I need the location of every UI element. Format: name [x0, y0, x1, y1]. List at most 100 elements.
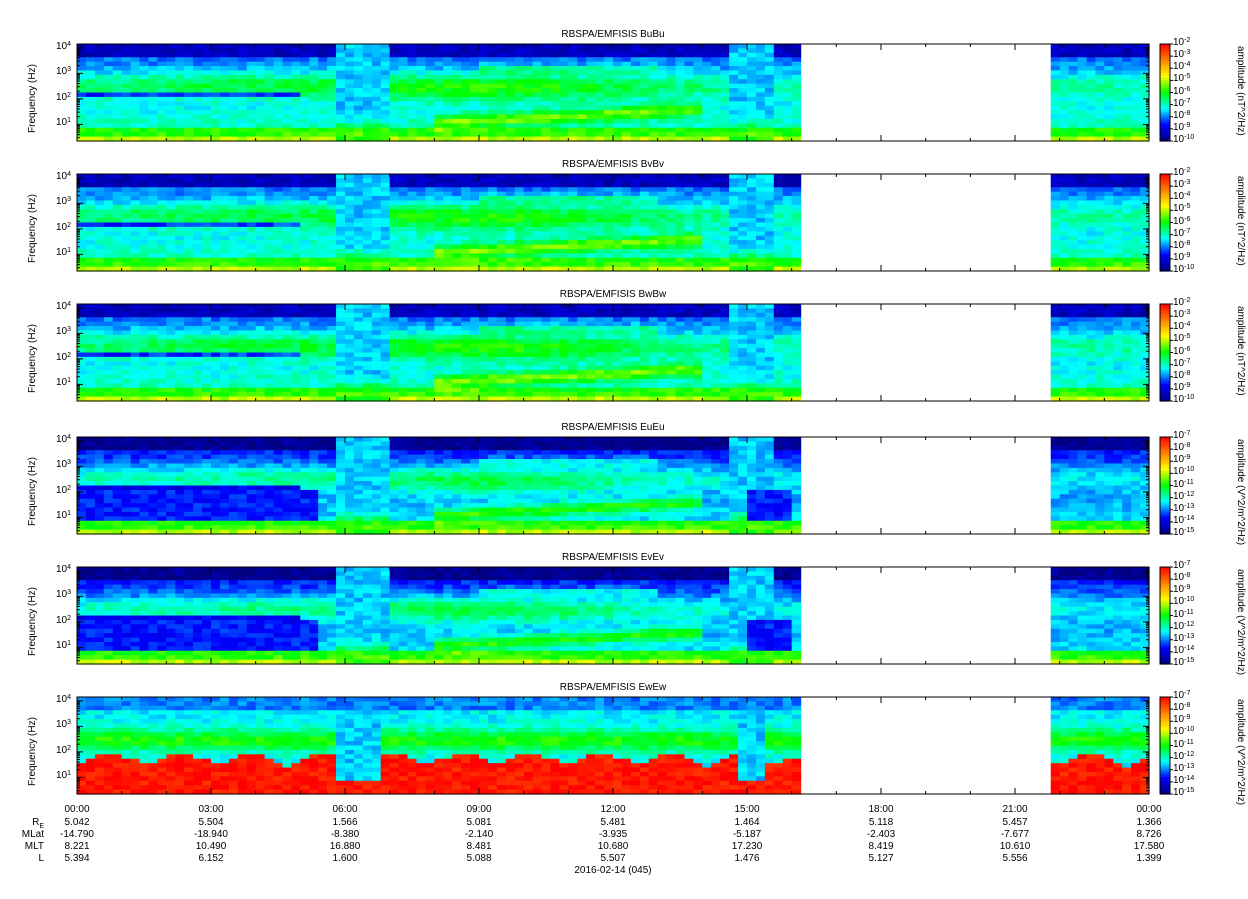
heatmap-cell: [1140, 66, 1150, 72]
heatmap-cell: [416, 44, 426, 50]
heatmap-cell: [505, 178, 516, 184]
heatmap-cell: [416, 253, 426, 259]
heatmap-cell: [353, 83, 364, 89]
heatmap-cell: [425, 218, 435, 224]
heatmap-cell: [103, 83, 114, 89]
heatmap-cell: [577, 200, 587, 206]
heatmap-cell: [202, 187, 212, 193]
heatmap-cell: [211, 70, 221, 76]
heatmap-cell: [166, 222, 176, 228]
heatmap-cell: [202, 262, 212, 268]
heatmap-cell: [237, 79, 248, 85]
heatmap-cell: [479, 178, 489, 184]
heatmap-cell: [613, 74, 623, 80]
heatmap-cell: [675, 52, 686, 58]
heatmap-cell: [505, 213, 516, 219]
heatmap-cell: [1095, 61, 1105, 67]
heatmap-cell: [175, 262, 185, 268]
heatmap-cell: [1122, 105, 1132, 111]
heatmap-cell: [255, 57, 266, 63]
heatmap-cell: [702, 244, 712, 250]
heatmap-cell: [738, 123, 748, 129]
heatmap-cell: [613, 209, 623, 215]
heatmap-cell: [523, 191, 534, 197]
heatmap-cell: [684, 266, 694, 272]
heatmap-cell: [487, 200, 498, 206]
heatmap-cell: [202, 136, 212, 142]
heatmap-cell: [523, 92, 534, 98]
heatmap-cell: [487, 235, 498, 241]
heatmap-cell: [470, 101, 480, 107]
heatmap-cell: [282, 226, 292, 232]
heatmap-cell: [621, 187, 632, 193]
heatmap-cell: [550, 74, 560, 80]
heatmap-cell: [398, 74, 409, 80]
heatmap-cell: [523, 110, 534, 116]
heatmap-cell: [184, 105, 194, 111]
heatmap-cell: [1131, 136, 1141, 142]
heatmap-cell: [148, 66, 158, 72]
heatmap-cell: [398, 123, 409, 129]
heatmap-cell: [675, 105, 686, 111]
heatmap-cell: [487, 96, 498, 102]
heatmap-cell: [434, 222, 444, 228]
heatmap-cell: [237, 114, 248, 120]
heatmap-cell: [604, 44, 614, 50]
heatmap-cell: [157, 187, 167, 193]
heatmap-cell: [630, 136, 641, 142]
heatmap-cell: [398, 240, 409, 246]
heatmap-cell: [505, 61, 516, 67]
heatmap-cell: [505, 127, 516, 133]
heatmap-cell: [175, 74, 185, 80]
heatmap-cell: [1059, 70, 1070, 76]
heatmap-cell: [621, 132, 632, 138]
heatmap-cell: [773, 118, 784, 124]
heatmap-cell: [523, 262, 534, 268]
heatmap-cell: [264, 248, 275, 254]
heatmap-cell: [85, 182, 96, 188]
heatmap-cell: [720, 257, 730, 263]
heatmap-cell: [621, 262, 632, 268]
heatmap-cell: [157, 191, 167, 197]
heatmap-cell: [139, 222, 150, 228]
heatmap-cell: [103, 114, 114, 120]
heatmap-cell: [782, 105, 793, 111]
heatmap-cell: [452, 74, 462, 80]
heatmap-cell: [380, 182, 391, 188]
heatmap-cell: [246, 182, 257, 188]
heatmap-cell: [211, 114, 221, 120]
heatmap-cell: [246, 74, 257, 80]
heatmap-cell: [639, 248, 650, 254]
heatmap-cell: [1113, 123, 1123, 129]
heatmap-cell: [407, 101, 418, 107]
colorbar-segment: [1160, 133, 1170, 137]
heatmap-cell: [577, 74, 587, 80]
heatmap-cell: [94, 178, 105, 184]
heatmap-cell: [211, 101, 221, 107]
heatmap-cell: [684, 244, 694, 250]
heatmap-cell: [738, 101, 748, 107]
heatmap-cell: [586, 44, 596, 50]
heatmap-cell: [219, 187, 230, 193]
heatmap-cell: [479, 79, 489, 85]
heatmap-cell: [371, 101, 382, 107]
heatmap-cell: [130, 57, 141, 63]
heatmap-cell: [327, 209, 337, 215]
heatmap-cell: [246, 88, 257, 94]
heatmap-cell: [85, 123, 96, 129]
heatmap-cell: [648, 114, 659, 120]
heatmap-cell: [773, 44, 784, 50]
heatmap-cell: [202, 253, 212, 259]
heatmap-cell: [318, 196, 328, 202]
heatmap-cell: [452, 200, 462, 206]
colorbar-segment: [1160, 87, 1170, 91]
heatmap-cell: [452, 132, 462, 138]
heatmap-cell: [434, 74, 444, 80]
heatmap-cell: [148, 191, 158, 197]
heatmap-cell: [711, 218, 721, 224]
heatmap-cell: [121, 44, 132, 50]
colorbar-segment: [1160, 138, 1170, 142]
heatmap-cell: [1050, 92, 1061, 98]
heatmap-cell: [184, 52, 194, 58]
heatmap-cell: [613, 96, 623, 102]
